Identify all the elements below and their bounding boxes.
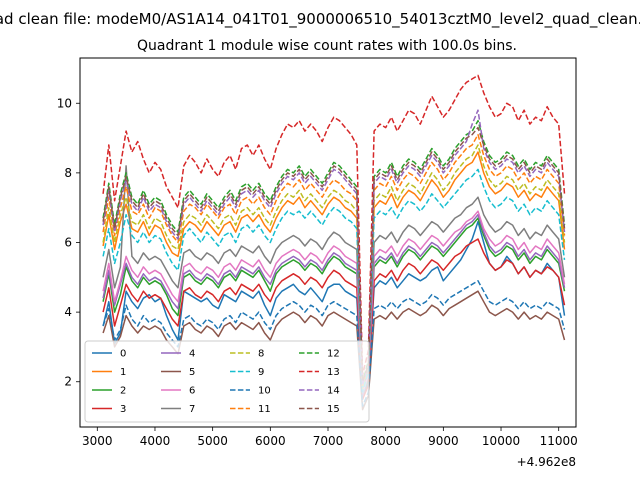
legend-label-7: 7 [189,404,195,415]
legend-label-2: 2 [120,386,126,397]
legend-label-8: 8 [258,349,264,360]
x-axis-offset-label: +4.962e8 [517,455,576,469]
legend-label-12: 12 [327,349,340,360]
y-tick-label: 2 [64,375,72,389]
x-tick-label: 7000 [313,434,344,448]
y-tick-label: 8 [64,166,72,180]
y-tick-label: 10 [57,96,72,110]
legend-label-1: 1 [120,367,126,378]
series-line-0 [102,220,566,400]
series-line-7 [102,165,566,390]
legend-label-11: 11 [258,404,271,415]
series-line-12 [102,119,566,383]
x-tick-label: 10000 [482,434,520,448]
x-tick-label: 4000 [140,434,171,448]
series-line-2 [102,217,566,397]
series-line-8 [102,144,566,390]
series-line-3 [102,238,566,400]
y-tick-label: 6 [64,236,72,250]
series-line-1 [102,151,566,393]
y-axis: 2 4 6 8 10 [57,96,80,389]
legend-label-3: 3 [120,404,126,415]
x-tick-label: 6000 [255,434,286,448]
chart-title: Quadrant 1 module wise count rates with … [137,38,517,54]
series-line-13 [102,74,566,376]
legend-label-6: 6 [189,386,195,397]
x-tick-label: 3000 [82,434,113,448]
legend-label-5: 5 [189,367,195,378]
y-tick-label: 4 [64,305,72,319]
x-tick-label: 5000 [197,434,228,448]
x-tick-label: 11000 [540,434,578,448]
legend-label-14: 14 [327,386,340,397]
legend-label-10: 10 [258,386,271,397]
series-line-6 [102,210,566,393]
series-line-15 [102,126,566,383]
series-layer [102,74,566,411]
series-line-14 [102,109,566,386]
legend-label-4: 4 [189,349,195,360]
series-line-9 [102,168,566,393]
x-axis: 3000 4000 5000 6000 7000 8000 9000 10000 11000 [82,427,578,448]
x-tick-label: 8000 [370,434,401,448]
series-line-11 [102,133,566,386]
figure-suptitle: Quad clean file: modeM0/AS1A14_041T01_90… [0,10,640,29]
series-line-10 [102,280,566,407]
legend-label-15: 15 [327,404,340,415]
legend-label-9: 9 [258,367,264,378]
series-line-4 [102,213,566,397]
x-tick-label: 9000 [428,434,459,448]
legend-box [84,340,370,423]
legend-label-0: 0 [120,349,126,360]
legend-label-13: 13 [327,367,340,378]
